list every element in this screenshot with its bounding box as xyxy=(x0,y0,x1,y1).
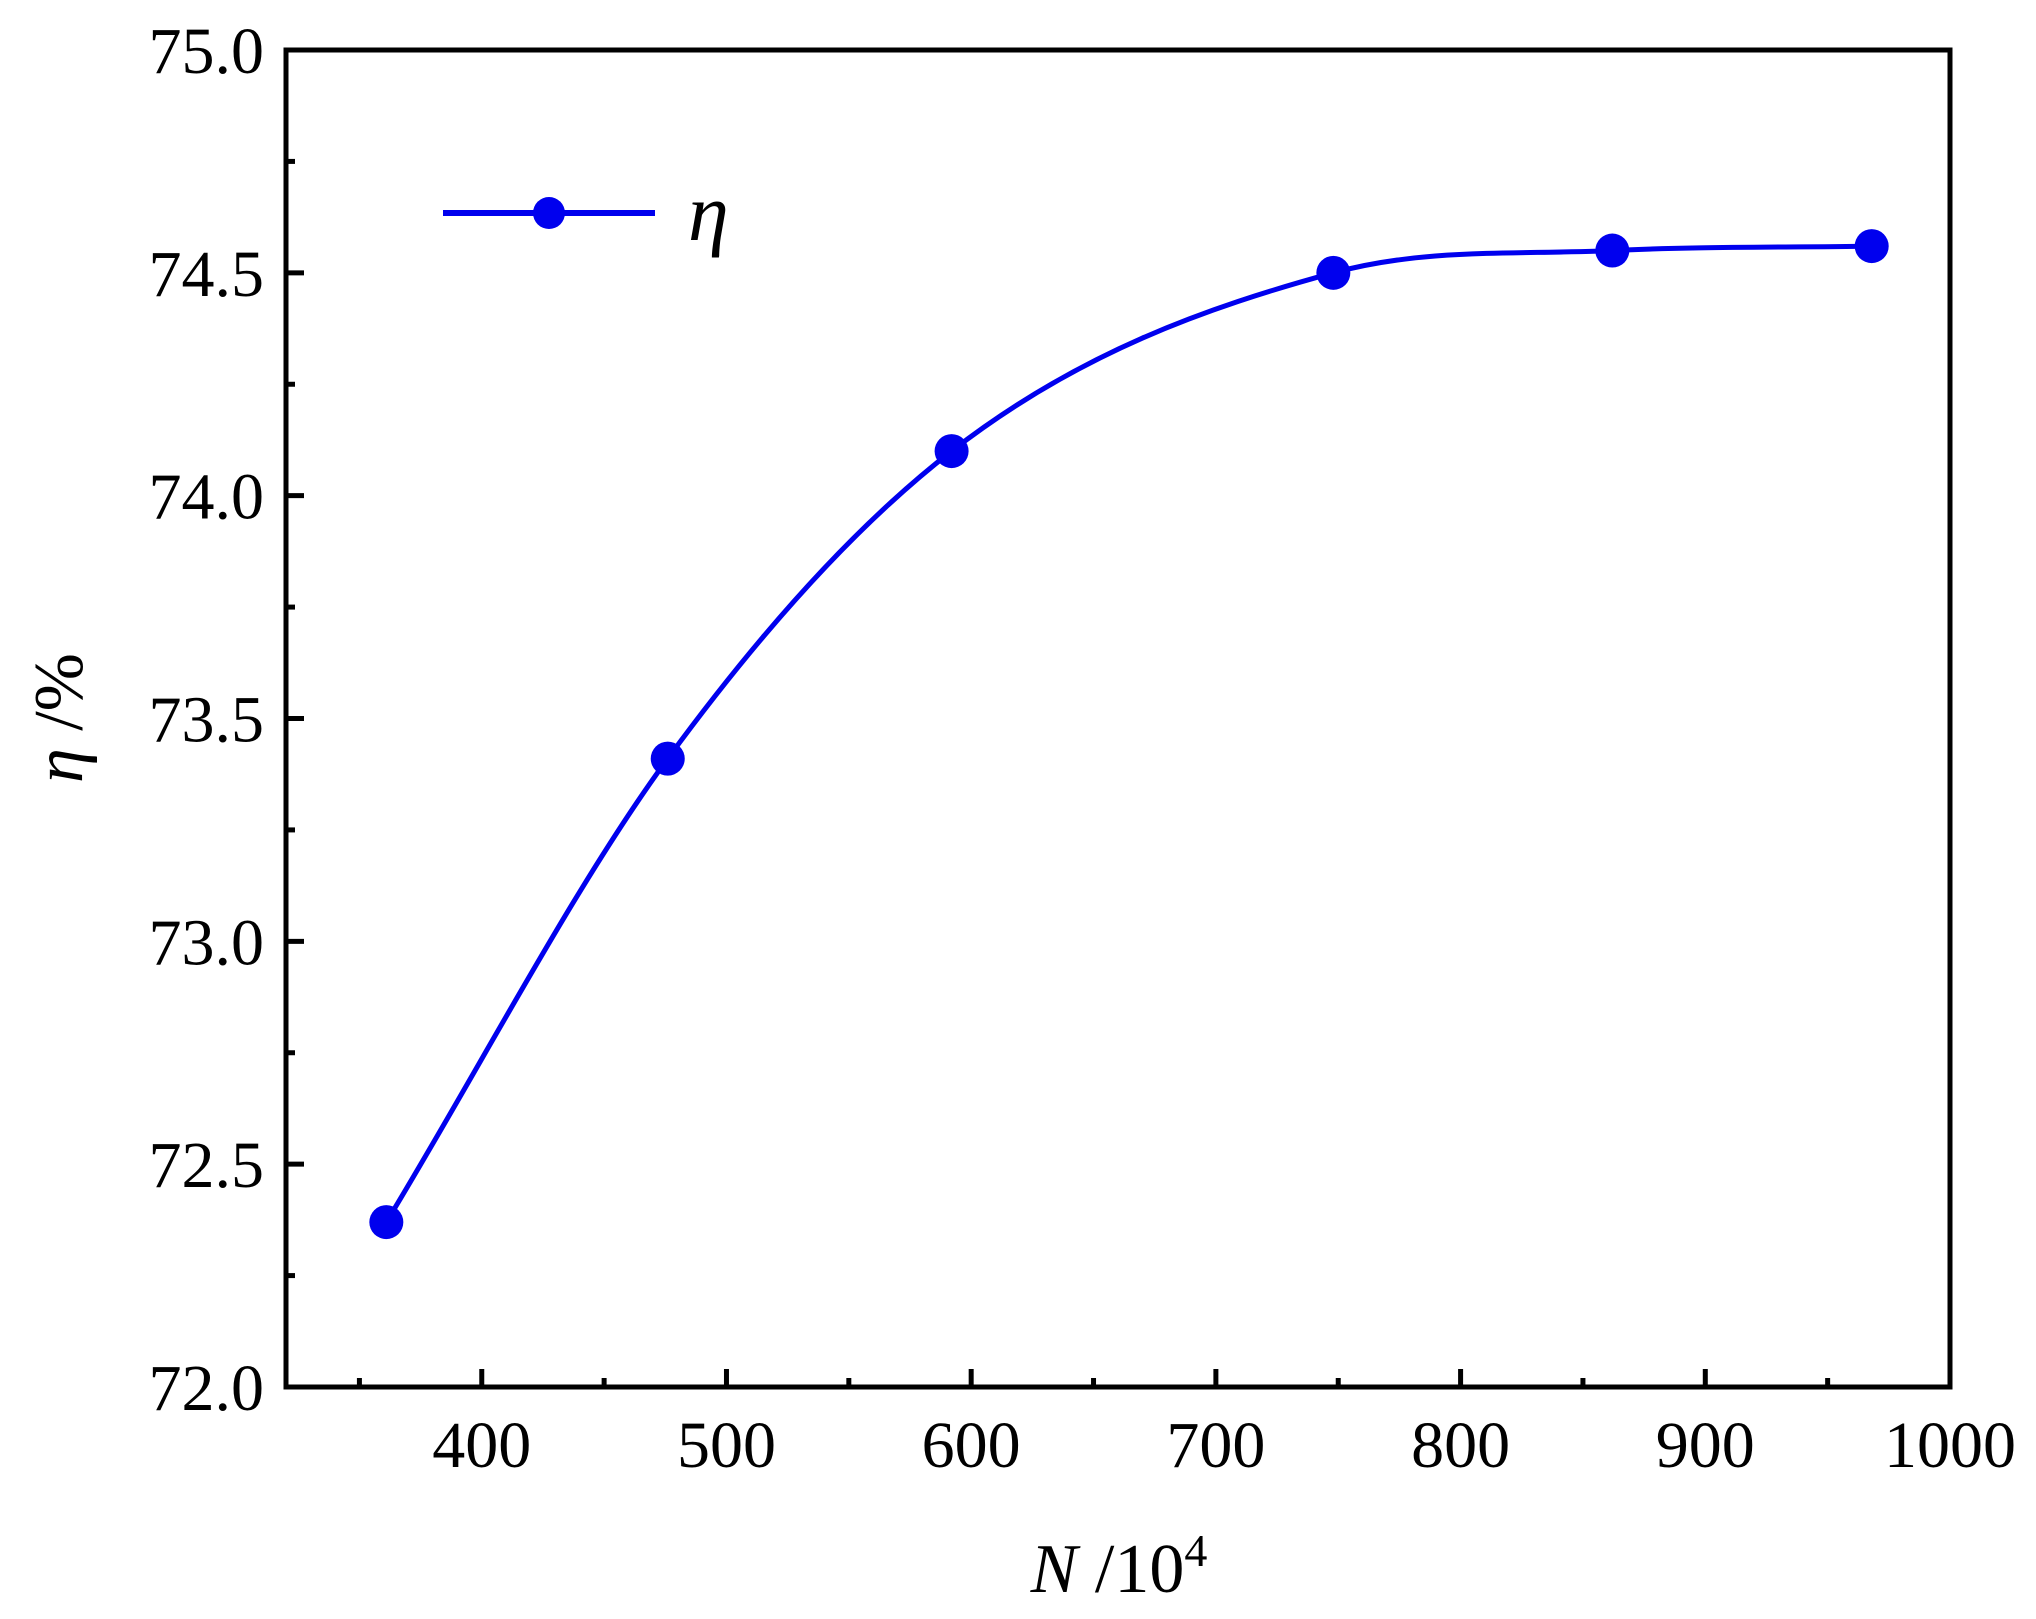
plot-frame xyxy=(283,47,1953,1390)
legend: η xyxy=(443,167,729,258)
x-tick-label: 500 xyxy=(677,1409,776,1482)
data-point xyxy=(934,434,969,469)
y-tick-label: 73.0 xyxy=(149,906,265,979)
data-point xyxy=(1854,229,1889,264)
y-tick-label: 74.5 xyxy=(149,238,265,311)
x-tick-label: 400 xyxy=(432,1409,531,1482)
data-point xyxy=(1595,233,1630,268)
series-line xyxy=(384,243,1872,1224)
data-point xyxy=(1316,255,1351,290)
y-axis-title: η /% xyxy=(21,653,98,783)
x-tick-label: 1000 xyxy=(1884,1409,2016,1482)
x-tick-labels: 400 500 600 700 800 900 1000 xyxy=(432,1409,2016,1482)
x-axis-title: N /104 xyxy=(1030,1525,1208,1608)
y-tick-label: 74.0 xyxy=(149,461,265,534)
x-tick-label: 900 xyxy=(1656,1409,1755,1482)
y-tick-label: 73.5 xyxy=(149,684,265,757)
x-tick-label: 800 xyxy=(1411,1409,1510,1482)
y-tick-label: 72.0 xyxy=(149,1352,265,1425)
x-tick-label: 600 xyxy=(922,1409,1021,1482)
y-tick-labels: 72.0 72.5 73.0 73.5 74.0 74.5 75.0 xyxy=(149,15,265,1425)
data-point xyxy=(369,1205,404,1240)
axis-ticks xyxy=(286,47,1953,1390)
y-tick-label: 72.5 xyxy=(149,1129,265,1202)
x-tick-label: 700 xyxy=(1166,1409,1265,1482)
legend-label: η xyxy=(688,167,729,258)
series-layer xyxy=(369,229,1889,1240)
legend-marker xyxy=(533,197,565,229)
data-point xyxy=(650,741,685,776)
y-tick-label: 75.0 xyxy=(149,15,265,88)
